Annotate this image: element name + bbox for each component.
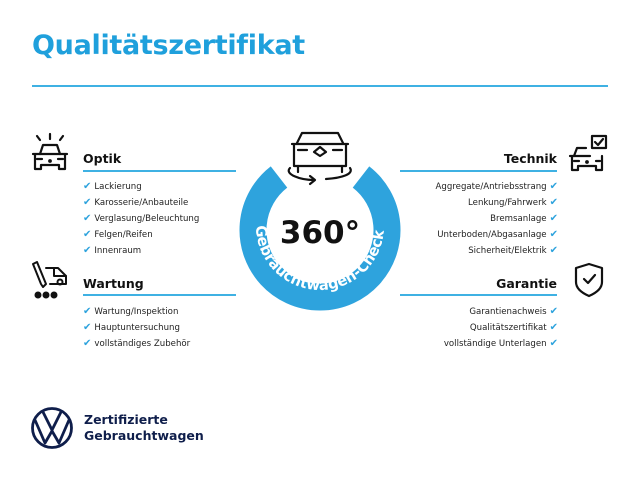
list-item: Qualitätszertifikat ✔ <box>469 322 558 333</box>
check-360-badge: 360° Gebrauchtwagen-Check <box>239 131 401 311</box>
list-item: ✔ Felgen/Reifen <box>83 229 153 240</box>
car-rotate-icon <box>287 131 352 186</box>
check-icon: ✔ <box>549 213 558 224</box>
page-title: Qualitätszertifikat <box>32 30 305 61</box>
check-icon: ✔ <box>83 322 92 333</box>
section-title-garantie: Garantie <box>496 276 557 291</box>
check-icon: ✔ <box>83 306 92 317</box>
technik-divider <box>400 170 557 172</box>
check-icon: ✔ <box>549 245 558 256</box>
check-icon: ✔ <box>549 197 558 208</box>
section-title-wartung: Wartung <box>83 276 144 291</box>
check-icon: ✔ <box>83 213 92 224</box>
optik-divider <box>83 170 236 172</box>
list-item: ✔ Hauptuntersuchung <box>83 322 180 333</box>
list-item: ✔ Karosserie/Anbauteile <box>83 197 189 208</box>
brand-text: Zertifizierte Gebrauchtwagen <box>84 412 204 444</box>
check-icon: ✔ <box>549 322 558 333</box>
technik-list: Aggregate/Antriebsstrang ✔ Lenkung/Fahrwe… <box>436 179 558 259</box>
tools-van-icon <box>32 261 67 299</box>
check-icon: ✔ <box>549 306 558 317</box>
shield-check-icon <box>574 262 604 298</box>
list-item: ✔ Innenraum <box>83 245 142 256</box>
list-item: vollständige Unterlagen ✔ <box>443 338 558 349</box>
list-item: Aggregate/Antriebsstrang ✔ <box>435 181 558 192</box>
check-icon: ✔ <box>549 229 558 240</box>
optik-list: ✔ Lackierung ✔ Karosserie/Anbauteile ✔ Verg… <box>83 179 199 259</box>
list-item: ✔ Lackierung <box>83 181 142 192</box>
list-item: Bremsanlage ✔ <box>490 213 558 224</box>
list-item: Unterboden/Abgasanlage ✔ <box>437 229 558 240</box>
garantie-list: Garantienachweis ✔ Qualitätszertifikat ✔ v… <box>444 304 558 352</box>
title-divider <box>32 85 608 87</box>
list-item: Lenkung/Fahrwerk ✔ <box>468 197 558 208</box>
wartung-list: ✔ Wartung/Inspektion ✔ Hauptuntersuchung ✔… <box>83 304 190 352</box>
check-icon: ✔ <box>83 245 92 256</box>
degrees-label: 360° <box>280 215 360 251</box>
check-icon: ✔ <box>549 181 558 192</box>
ring-arc <box>239 166 401 311</box>
check-icon: ✔ <box>83 197 92 208</box>
list-item: Sicherheit/Elektrik ✔ <box>468 245 558 256</box>
wartung-divider <box>83 294 236 296</box>
brand-line-2: Gebrauchtwagen <box>84 428 204 443</box>
car-checkbox-icon <box>568 134 608 172</box>
check-icon: ✔ <box>83 181 92 192</box>
brand-line-1: Zertifizierte <box>84 412 168 427</box>
list-item: Garantienachweis ✔ <box>469 306 558 317</box>
section-title-optik: Optik <box>83 151 122 166</box>
section-title-technik: Technik <box>503 151 557 166</box>
list-item: ✔ vollständiges Zubehör <box>83 338 191 349</box>
vw-logo <box>31 407 73 449</box>
car-lights-icon <box>31 132 69 171</box>
list-item: ✔ Wartung/Inspektion <box>83 306 179 317</box>
check-icon: ✔ <box>83 229 92 240</box>
garantie-divider <box>400 294 557 296</box>
check-icon: ✔ <box>549 338 558 349</box>
check-icon: ✔ <box>83 338 92 349</box>
list-item: ✔ Verglasung/Beleuchtung <box>83 213 200 224</box>
